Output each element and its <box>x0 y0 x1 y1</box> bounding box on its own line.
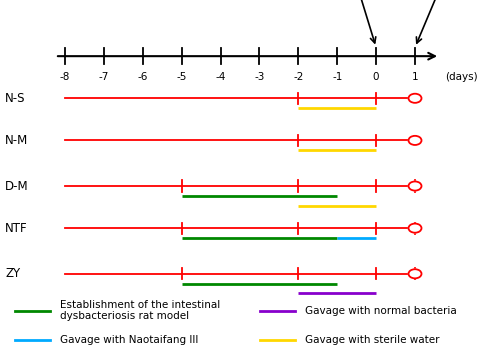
Text: N-M: N-M <box>5 134 28 147</box>
Text: NTF: NTF <box>5 221 28 235</box>
Circle shape <box>408 181 422 191</box>
Text: (days): (days) <box>445 72 478 82</box>
Text: -5: -5 <box>176 72 187 82</box>
Text: -3: -3 <box>254 72 264 82</box>
Circle shape <box>408 269 422 278</box>
Text: -1: -1 <box>332 72 342 82</box>
Text: ZY: ZY <box>5 267 20 280</box>
Text: -6: -6 <box>138 72 148 82</box>
Circle shape <box>408 224 422 233</box>
Text: Gavage with sterile water: Gavage with sterile water <box>305 336 440 345</box>
Text: Gavage with Naotaifang III: Gavage with Naotaifang III <box>60 336 198 345</box>
Text: Establishment of the intestinal
dysbacteriosis rat model: Establishment of the intestinal dysbacte… <box>60 300 220 322</box>
Text: N-S: N-S <box>5 92 25 105</box>
Text: 0: 0 <box>373 72 380 82</box>
Text: Endpoint: Endpoint <box>416 0 463 43</box>
Text: -8: -8 <box>60 72 70 82</box>
Text: -2: -2 <box>293 72 304 82</box>
Text: D-M: D-M <box>5 179 28 193</box>
Text: 1: 1 <box>412 72 418 82</box>
Text: MCAO/sham
surgery: MCAO/sham surgery <box>324 0 388 43</box>
Circle shape <box>408 94 422 103</box>
Text: -4: -4 <box>216 72 226 82</box>
Text: -7: -7 <box>98 72 109 82</box>
Circle shape <box>408 136 422 145</box>
Text: Gavage with normal bacteria: Gavage with normal bacteria <box>305 306 457 316</box>
